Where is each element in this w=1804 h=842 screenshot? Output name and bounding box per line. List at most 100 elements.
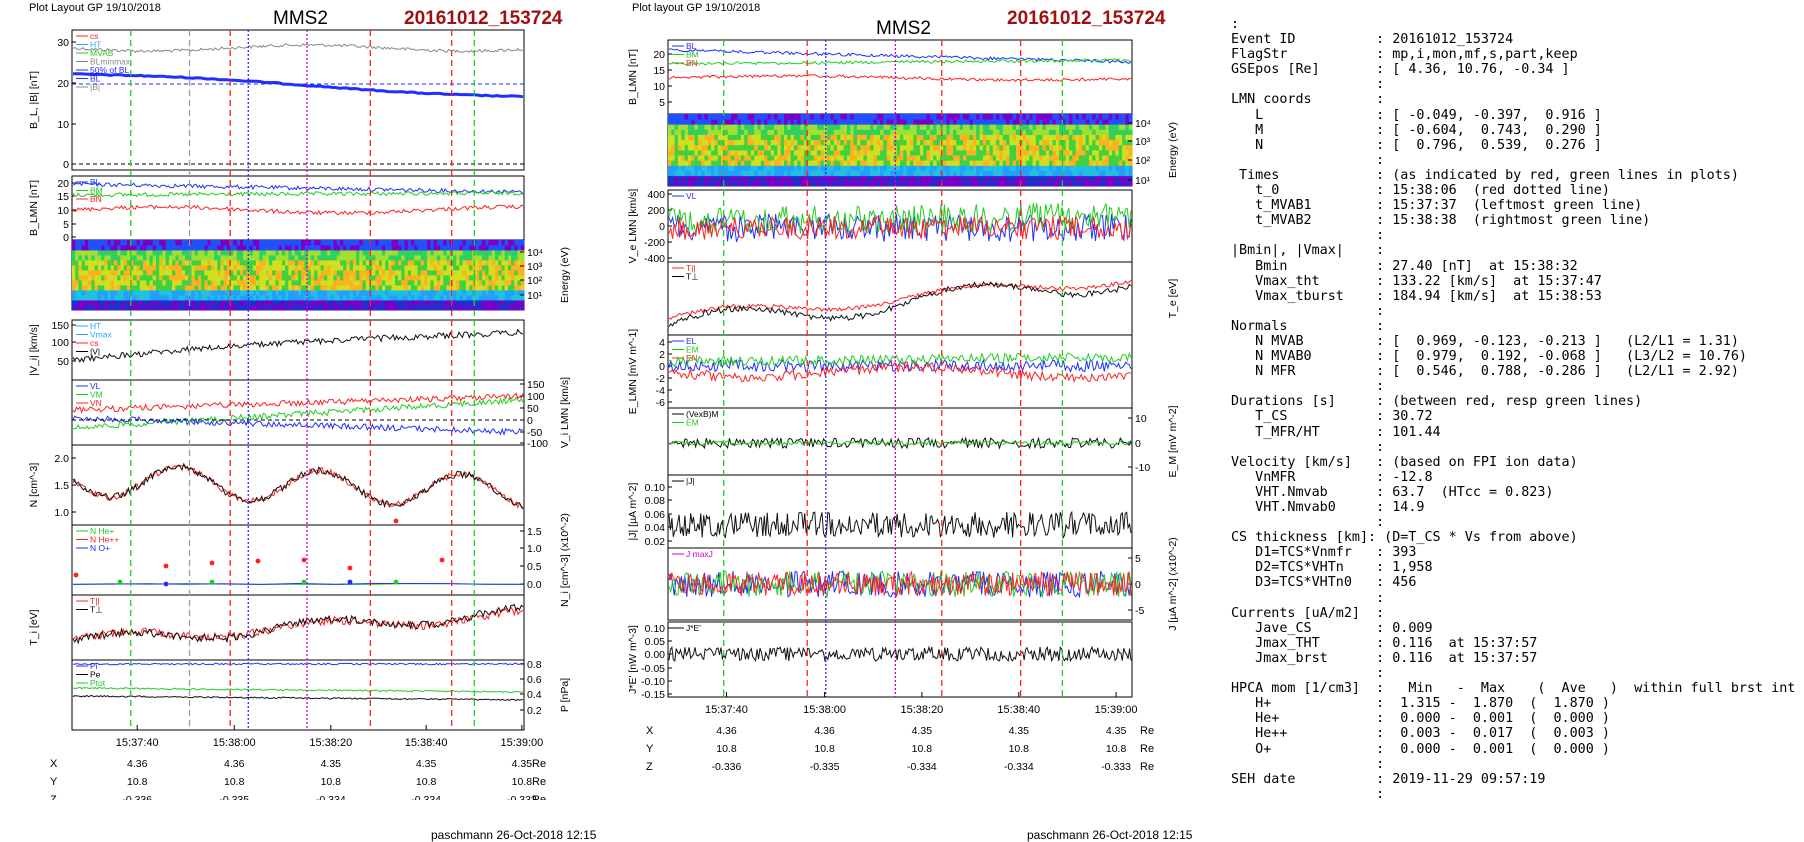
spectrogram-cell: [330, 270, 335, 276]
spectrogram-cell: [770, 114, 775, 120]
spectrogram-cell: [420, 270, 425, 276]
spectrogram-cell: [797, 114, 802, 120]
spectrogram-cell: [668, 134, 672, 141]
spectrogram-cell: [913, 129, 918, 135]
spectrogram-cell: [120, 305, 125, 311]
spectrogram-cell: [394, 305, 399, 311]
spectrogram-cell: [1062, 180, 1067, 187]
spectrogram-cell: [774, 175, 778, 182]
spectrogram-cell: [1122, 139, 1126, 146]
spectrogram-cell: [982, 139, 987, 146]
spectrogram-cell: [210, 260, 215, 266]
spectrogram-cell: [165, 250, 170, 256]
spectrogram-cell: [800, 150, 805, 156]
spectrogram-cell: [863, 139, 868, 146]
spectrogram-cell: [168, 290, 173, 296]
spectrogram-cell: [181, 305, 186, 311]
spectrogram-cell: [929, 155, 934, 161]
series-line: [72, 392, 524, 415]
spectrogram-cell: [201, 245, 205, 251]
spectrogram-cell: [820, 175, 825, 182]
x-tick-label: 15:37:40: [705, 704, 748, 716]
spectrogram-cell: [281, 280, 286, 286]
spectrogram-cell: [780, 160, 785, 166]
spectrogram-cell: [249, 270, 254, 276]
series-line: [73, 72, 524, 99]
spectrogram-cell: [687, 160, 692, 166]
spectrogram-cell: [462, 265, 467, 271]
spectrogram-cell: [1012, 160, 1017, 166]
spectrogram-cell: [204, 275, 209, 281]
spectrogram-cell: [120, 240, 125, 246]
spectrogram-cell: [827, 150, 831, 156]
spectrogram-cell: [84, 265, 89, 271]
spectrogram-cell: [336, 280, 341, 286]
spectrogram-cell: [291, 270, 296, 276]
spectrogram-cell: [378, 290, 383, 296]
spectrogram-cell: [856, 129, 861, 135]
spectrogram-cell: [770, 165, 775, 171]
spectrogram-cell: [764, 160, 768, 166]
spectrogram-cell: [262, 270, 267, 276]
spectrogram-cell: [411, 270, 415, 276]
spectrogram-cell: [88, 250, 92, 256]
spectrogram-cell: [378, 240, 383, 246]
spectrogram-cell: [175, 290, 180, 296]
spectrogram-cell: [340, 295, 344, 301]
spectrogram-cell: [136, 255, 141, 261]
spectrogram-cell: [307, 280, 312, 286]
spectrogram-cell: [356, 270, 360, 276]
spectrogram-cell: [750, 124, 755, 130]
spectrogram-cell: [1075, 175, 1080, 182]
spectrogram-cell: [1009, 114, 1014, 120]
spectrogram-cell: [674, 124, 679, 130]
spectrogram-cell: [398, 280, 402, 286]
spectrogram-cell: [485, 305, 490, 311]
spectrogram-cell: [714, 180, 719, 187]
spectrogram-cell: [1055, 160, 1060, 166]
spectrogram-cell: [475, 255, 480, 261]
spectrogram-cell: [1059, 134, 1063, 141]
spectrogram-cell: [850, 129, 855, 135]
spectrogram-cell: [1019, 124, 1024, 130]
spectrogram-cell: [1092, 150, 1097, 156]
spectrogram-cell: [747, 170, 752, 177]
spectrogram-cell: [285, 285, 289, 291]
series-line: [668, 351, 1132, 368]
spectrogram-cell: [837, 119, 841, 125]
spectrogram-cell: [446, 265, 451, 271]
spectrogram-cell: [436, 295, 441, 301]
spectrogram-cell: [401, 300, 406, 306]
spectrogram-cell: [217, 280, 222, 286]
summary-line: :: [1231, 303, 1385, 319]
spectrogram-cell: [1012, 165, 1017, 171]
spectrogram-cell: [417, 245, 422, 251]
spectrogram-cell: [793, 175, 798, 182]
spectrogram-cell: [707, 175, 712, 182]
spectrogram-cell: [120, 245, 125, 251]
x-tick-label: 15:37:40: [116, 737, 159, 749]
spectrogram-cell: [764, 144, 768, 151]
spectrogram-cell: [963, 175, 967, 182]
spectrogram-cell: [757, 124, 762, 130]
spectrogram-cell: [668, 124, 672, 130]
position-value: 4.36: [814, 725, 835, 737]
spectrogram-cell: [999, 144, 1004, 151]
spectrogram-cell: [883, 114, 888, 120]
spectrogram-cell: [256, 295, 260, 301]
spectrogram-cell: [178, 265, 183, 271]
y-tick-label: 0: [1135, 579, 1141, 591]
spectrogram-cell: [757, 114, 762, 120]
spectrogram-cell: [1105, 129, 1110, 135]
spectrogram-cell: [830, 160, 835, 166]
spectrogram-cell: [896, 129, 901, 135]
spectrogram-cell: [233, 250, 238, 256]
spectrogram-cell: [498, 245, 502, 251]
spectrogram-cell: [149, 245, 154, 251]
spectrogram-cell: [1112, 134, 1116, 141]
spectrogram-cell: [694, 114, 699, 120]
spectrogram-cell: [133, 250, 138, 256]
spectrogram-cell: [860, 129, 865, 135]
spectrogram-cell: [101, 265, 105, 271]
spectrogram-cell: [949, 150, 954, 156]
